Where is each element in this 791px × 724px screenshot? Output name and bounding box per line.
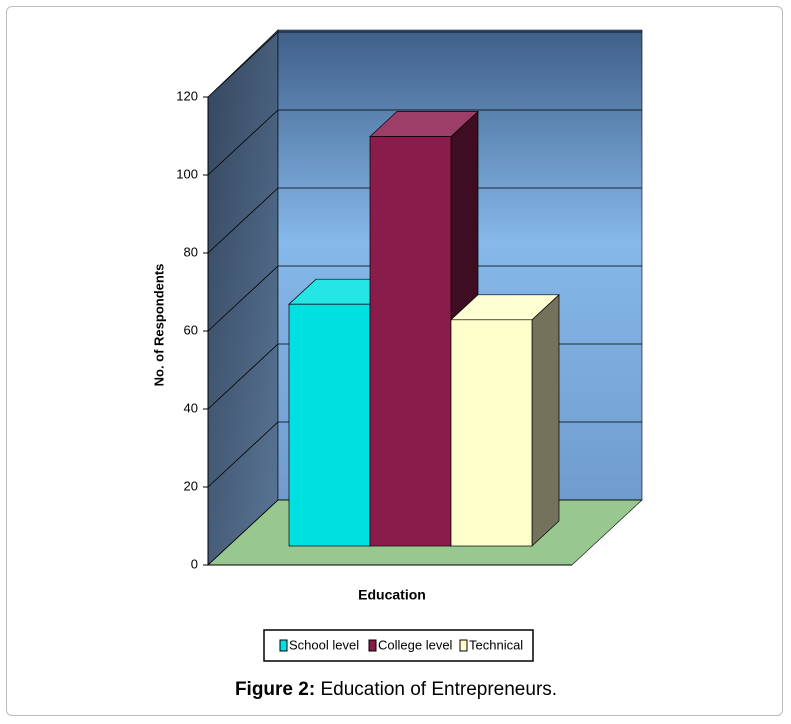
grid-line xyxy=(207,421,279,488)
legend-swatch xyxy=(459,639,468,652)
legend-swatch xyxy=(279,639,288,652)
bar xyxy=(369,136,452,547)
y-tick-label: 40 xyxy=(184,400,198,415)
grid-line xyxy=(207,187,279,254)
y-tick-label: 80 xyxy=(184,244,198,259)
y-tick-label: 20 xyxy=(184,478,198,493)
caption-text: Education of Entrepreneurs. xyxy=(320,679,557,700)
legend-label: Technical xyxy=(469,637,523,652)
y-tick-label: 0 xyxy=(191,556,198,571)
legend-label: College level xyxy=(378,637,453,652)
legend xyxy=(263,629,534,662)
grid-line xyxy=(207,31,279,98)
x-axis-label: Education xyxy=(358,587,426,603)
bar xyxy=(450,319,533,547)
y-tick-label: 60 xyxy=(184,322,198,337)
grid-line xyxy=(207,343,279,410)
grid-line xyxy=(207,109,279,176)
grid-line xyxy=(207,265,279,332)
bar xyxy=(288,303,371,547)
legend-swatch xyxy=(368,639,377,652)
y-axis-label: No. of Respondents xyxy=(151,264,166,387)
bar-side xyxy=(531,293,560,547)
caption: Figure 2: Education of Entrepreneurs. xyxy=(235,679,557,700)
grid-line xyxy=(207,499,279,566)
y-tick-label: 100 xyxy=(176,166,198,181)
left-wall xyxy=(207,29,279,566)
caption-label: Figure 2: xyxy=(235,679,315,700)
figure-frame xyxy=(6,6,783,716)
y-tick-label: 120 xyxy=(176,88,198,103)
legend-label: School level xyxy=(289,637,359,652)
